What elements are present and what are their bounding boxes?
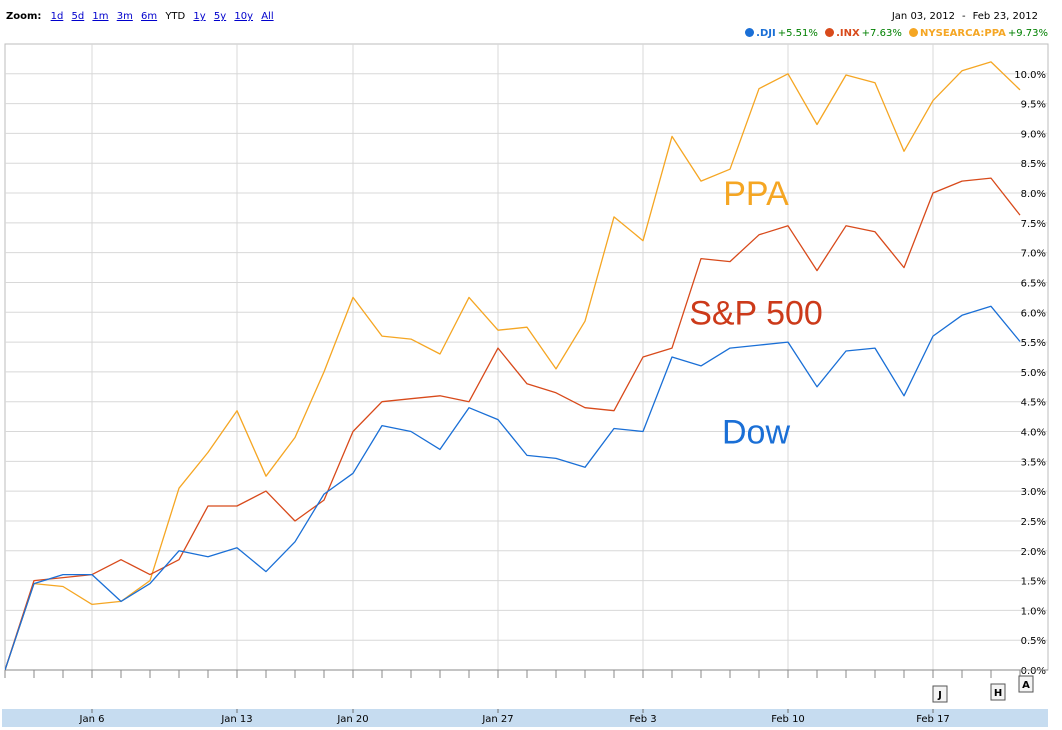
y-tick-label: 2.0% — [1021, 547, 1046, 558]
y-tick-label: 4.5% — [1021, 398, 1046, 409]
legend-name-ppa: NYSEARCA:PPA — [920, 28, 1006, 39]
legend-entry-ppa[interactable]: NYSEARCA:PPA +9.73% — [909, 28, 1048, 39]
x-tick-label: Jan 27 — [481, 714, 513, 725]
y-tick-label: 5.0% — [1021, 368, 1046, 379]
zoom-option-1m[interactable]: 1m — [92, 11, 109, 22]
date-range: Jan 03, 2012- Feb 23, 2012 — [892, 11, 1038, 22]
event-flag-label: H — [994, 688, 1002, 699]
legend-name-dji: .DJI — [756, 28, 776, 39]
date-range-separator: - — [961, 11, 966, 22]
legend-change-ppa: +9.73% — [1007, 28, 1048, 39]
legend-change-dji: +5.51% — [777, 28, 818, 39]
zoom-label: Zoom: — [6, 11, 42, 22]
zoom-option-5y[interactable]: 5y — [213, 11, 227, 22]
y-tick-label: 7.5% — [1021, 219, 1046, 230]
y-tick-label: 0.0% — [1021, 666, 1046, 677]
x-tick-label: Jan 13 — [220, 714, 252, 725]
annotation-dow: Dow — [722, 414, 790, 452]
event-flag-h — [990, 683, 1006, 701]
event-flag-label: A — [1022, 680, 1030, 691]
legend-entry-inx[interactable]: .INX +7.63% — [825, 28, 905, 39]
y-tick-label: 7.0% — [1021, 249, 1046, 260]
x-tick-label: Feb 10 — [771, 714, 805, 725]
y-tick-label: 3.0% — [1021, 487, 1046, 498]
chart-toolbar: Zoom: 1d 5d 1m 3m 6m YTD 1y 5y 10y All J… — [0, 0, 1062, 44]
legend-dot-dji — [745, 28, 755, 37]
legend-dot-inx — [825, 28, 835, 37]
zoom-option-all[interactable]: All — [261, 11, 274, 22]
series-line-nysearca-ppa — [5, 61, 1021, 671]
plot-frame — [4, 43, 1049, 671]
zoom-option-1y[interactable]: 1y — [193, 11, 206, 22]
y-tick-label: 0.5% — [1021, 636, 1046, 647]
y-tick-label: 6.5% — [1021, 278, 1046, 289]
y-tick-label: 10.0% — [1014, 70, 1046, 81]
x-tick-label: Jan 6 — [79, 714, 105, 725]
x-tick-label: Feb 3 — [629, 714, 656, 725]
y-tick-label: 6.0% — [1021, 308, 1046, 319]
event-flag-label: J — [937, 690, 942, 701]
x-tick-label: Feb 17 — [916, 714, 950, 725]
y-tick-label: 8.0% — [1021, 189, 1046, 200]
zoom-option-10y[interactable]: 10y — [234, 11, 254, 22]
zoom-option-6m[interactable]: 6m — [141, 11, 158, 22]
annotation-s-p-500: S&P 500 — [689, 294, 823, 332]
y-tick-label: 9.5% — [1021, 100, 1046, 111]
y-tick-label: 3.5% — [1021, 457, 1046, 468]
y-tick-label: 8.5% — [1021, 159, 1046, 170]
x-axis-band — [2, 709, 1048, 727]
series-line-inx — [5, 177, 1021, 671]
legend-entry-dji[interactable]: .DJI +5.51% — [745, 28, 821, 39]
y-tick-label: 4.0% — [1021, 428, 1046, 439]
zoom-option-1d[interactable]: 1d — [50, 11, 64, 22]
y-tick-label: 5.5% — [1021, 338, 1046, 349]
zoom-option-ytd[interactable]: YTD — [165, 11, 186, 22]
y-tick-label: 2.5% — [1021, 517, 1046, 528]
y-tick-label: 9.0% — [1021, 129, 1046, 140]
date-range-start: Jan 03, 2012 — [891, 11, 955, 22]
event-flag-j — [932, 685, 948, 703]
legend-change-inx: +7.63% — [861, 28, 902, 39]
date-range-end: Feb 23, 2012 — [972, 11, 1038, 22]
legend: .DJI +5.51% .INX +7.63% NYSEARCA:PPA +9.73% — [741, 28, 1048, 39]
y-tick-label: 1.0% — [1021, 606, 1046, 617]
zoom-bar: Zoom: 1d 5d 1m 3m 6m YTD 1y 5y 10y All — [6, 11, 279, 22]
y-tick-label: 1.5% — [1021, 577, 1046, 588]
annotation-ppa: PPA — [723, 175, 789, 213]
legend-dot-ppa — [909, 28, 919, 37]
legend-name-inx: .INX — [836, 28, 860, 39]
zoom-option-5d[interactable]: 5d — [71, 11, 85, 22]
event-flag-a — [1018, 675, 1034, 693]
series-line-dji — [5, 305, 1021, 671]
zoom-option-3m[interactable]: 3m — [116, 11, 133, 22]
x-tick-label: Jan 20 — [336, 714, 368, 725]
